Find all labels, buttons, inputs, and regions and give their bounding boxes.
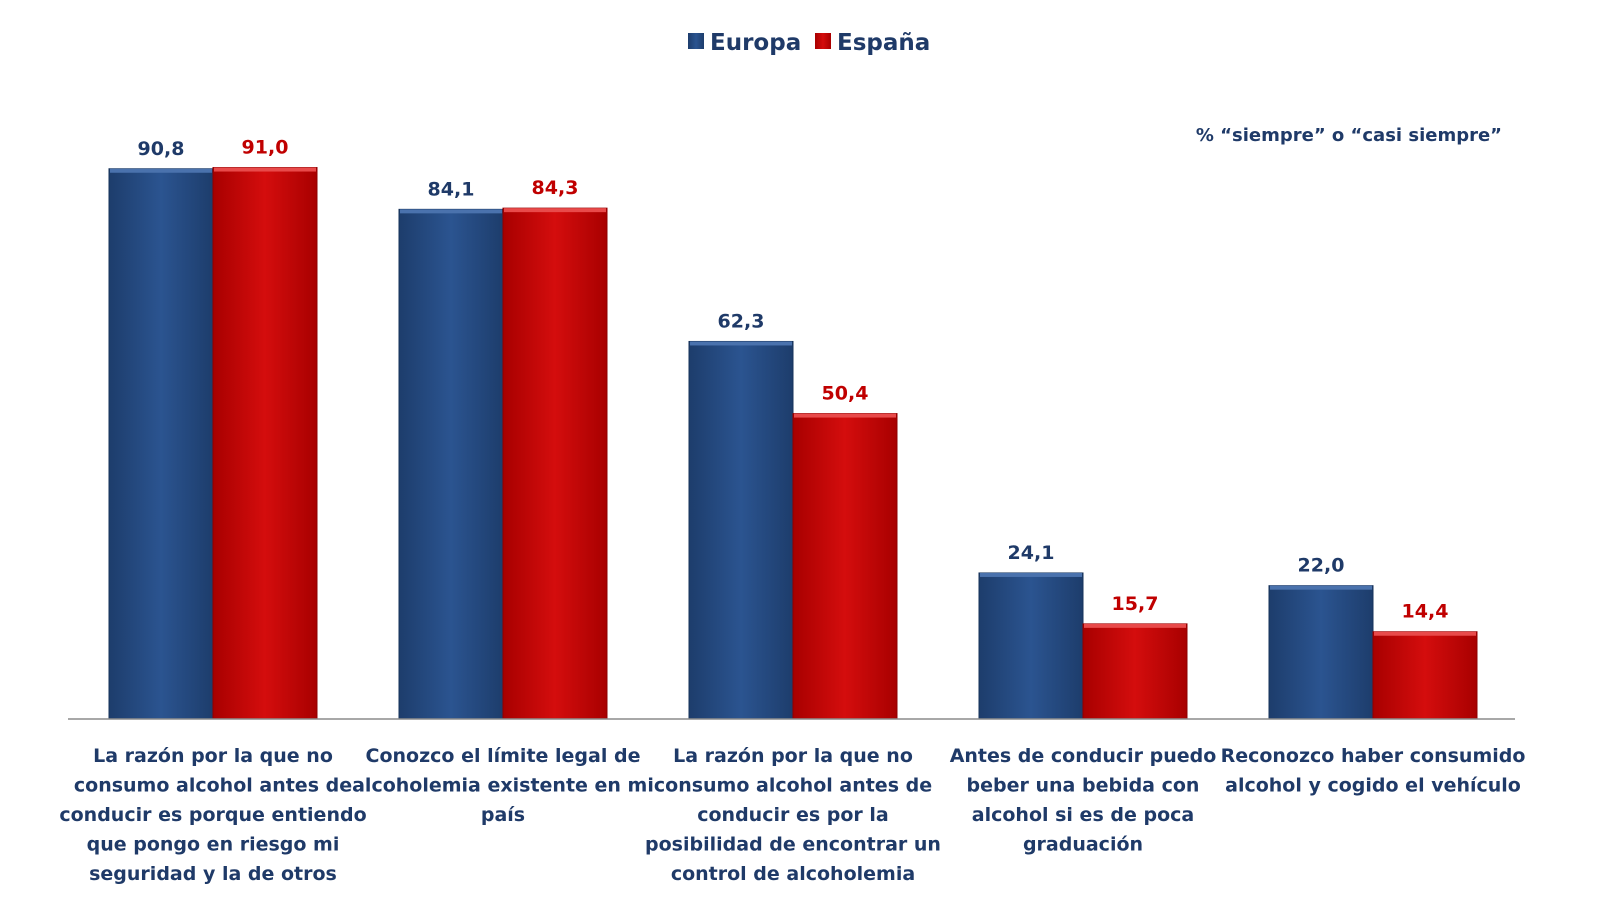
category-label-1-line-1: La razón por la que no — [93, 745, 333, 767]
category-label-1-line-3: conducir es porque entiendo — [59, 804, 366, 826]
legend-label-espana: España — [837, 30, 930, 56]
category-label-4-line-4: graduación — [1023, 834, 1143, 856]
value-label-espana-3: 50,4 — [822, 383, 869, 405]
category-label-3-line-2: consumo alcohol antes de — [654, 775, 932, 797]
legend-label-europa: Europa — [710, 30, 801, 56]
bar-europa-3 — [688, 340, 794, 720]
legend-swatch-espana — [815, 33, 831, 49]
category-label-2-line-3: país — [481, 804, 525, 826]
bar-espana-1 — [212, 167, 318, 720]
bar-top-highlight-europa-4 — [980, 572, 1082, 577]
value-label-europa-3: 62,3 — [718, 310, 765, 332]
value-label-espana-4: 15,7 — [1112, 593, 1159, 615]
category-label-4-line-1: Antes de conducir puedo — [950, 745, 1217, 767]
category-label-3-line-5: control de alcoholemia — [671, 863, 915, 885]
bar-espana-4 — [1082, 623, 1188, 720]
category-label-4-line-2: beber una bebida con — [967, 775, 1200, 797]
value-label-europa-2: 84,1 — [428, 178, 475, 200]
bar-top-highlight-espana-5 — [1374, 631, 1476, 636]
value-label-espana-2: 84,3 — [532, 177, 579, 199]
bar-europa-1 — [108, 168, 214, 720]
chart-note: % “siempre” o “casi siempre” — [1196, 125, 1502, 146]
bar-top-highlight-espana-1 — [214, 167, 316, 172]
bar-top-highlight-espana-4 — [1084, 623, 1186, 628]
bars-group — [108, 167, 1478, 720]
category-label-3-line-4: posibilidad de encontrar un — [645, 834, 941, 856]
bar-espana-2 — [502, 207, 608, 720]
bar-europa-2 — [398, 208, 504, 720]
category-label-1-line-5: seguridad y la de otros — [89, 863, 337, 885]
bar-europa-4 — [978, 572, 1084, 720]
legend: Europa España — [688, 30, 930, 56]
legend-swatch-europa — [688, 33, 704, 49]
category-label-3-line-1: La razón por la que no — [673, 745, 913, 767]
bar-top-highlight-europa-3 — [690, 341, 792, 346]
bar-top-highlight-espana-3 — [794, 413, 896, 418]
bar-espana-5 — [1372, 631, 1478, 720]
bar-top-highlight-europa-5 — [1270, 585, 1372, 590]
category-label-2-line-1: Conozco el límite legal de — [366, 745, 641, 767]
value-labels-group: 90,8 91,0 84,1 84,3 62,3 50,4 24,1 15,7 22,0 14,4 — [138, 137, 1449, 623]
bar-top-highlight-europa-1 — [110, 168, 212, 173]
category-label-2-line-2: alcoholemia existente en mi — [352, 775, 654, 797]
value-label-europa-4: 24,1 — [1008, 542, 1055, 564]
value-label-europa-1: 90,8 — [138, 138, 185, 160]
bar-top-highlight-espana-2 — [504, 208, 606, 213]
category-labels-group: La razón por la que no consumo alcohol an… — [59, 745, 1525, 885]
bar-espana-3 — [792, 413, 898, 720]
category-label-5-line-2: alcohol y cogido el vehículo — [1225, 775, 1521, 797]
bar-top-highlight-europa-2 — [400, 209, 502, 214]
category-label-1-line-4: que pongo en riesgo mi — [87, 834, 340, 856]
category-label-3-line-3: conducir es por la — [697, 804, 889, 826]
category-label-4-line-3: alcohol si es de poca — [972, 804, 1194, 826]
value-label-europa-5: 22,0 — [1298, 555, 1345, 577]
category-label-5-line-1: Reconozco haber consumido — [1221, 745, 1526, 767]
bar-europa-5 — [1268, 585, 1374, 720]
value-label-espana-5: 14,4 — [1402, 601, 1449, 623]
value-label-espana-1: 91,0 — [242, 137, 289, 159]
category-label-1-line-2: consumo alcohol antes de — [74, 775, 352, 797]
